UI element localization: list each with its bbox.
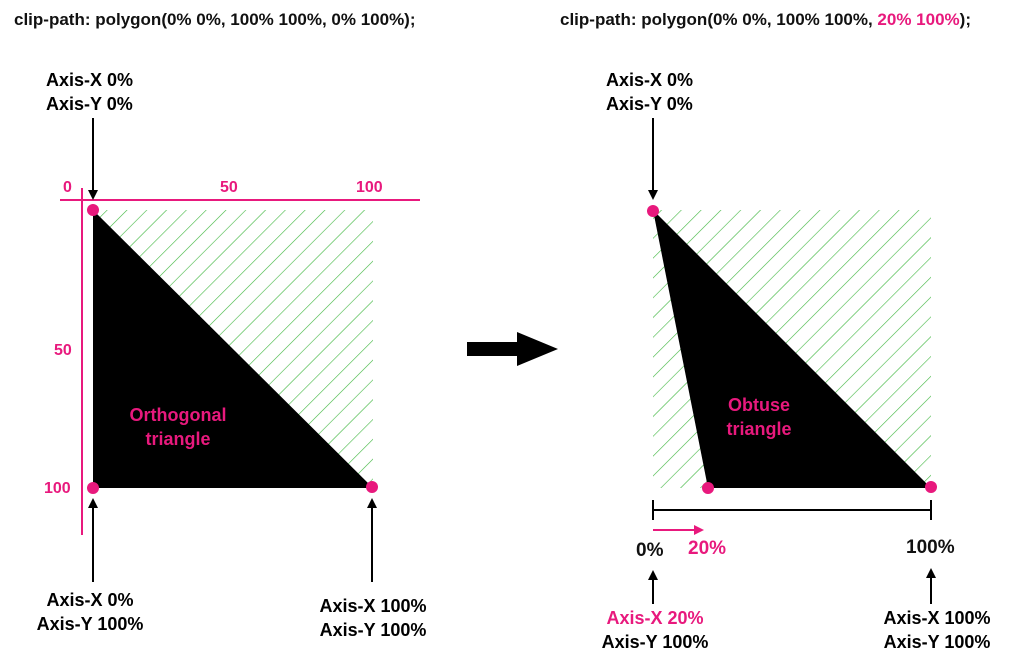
right-shape-label-line2: triangle — [726, 419, 792, 439]
right-bottom-right-vertex-label: Axis-X 100% Axis-Y 100% — [862, 606, 1012, 654]
right-shape-label-line1: Obtuse — [727, 395, 790, 415]
left-top-axis-y: Axis-Y 0% — [46, 94, 133, 114]
right-code-highlight: 20% 100% — [877, 10, 960, 29]
left-bottom-right-vertex-label: Axis-X 100% Axis-Y 100% — [298, 594, 448, 642]
left-ruler-x-0: 0 — [63, 179, 72, 196]
left-shape-label-line1: Orthogonal — [129, 405, 227, 425]
right-scale-start-label: 0% — [636, 540, 664, 561]
right-shape-label: Obtuse triangle — [709, 393, 809, 441]
right-bottom-left-vertex-label: Axis-X 20% Axis-Y 100% — [580, 606, 730, 654]
right-scale-end-label: 100% — [906, 537, 955, 558]
right-code-suffix: ); — [959, 10, 971, 29]
right-br-axis-x: Axis-X 100% — [883, 608, 991, 628]
left-bl-axis-y: Axis-Y 100% — [36, 614, 144, 634]
right-scale-shift-label: 20% — [688, 538, 727, 559]
left-top-axis-x: Axis-X 0% — [46, 70, 134, 90]
left-vertex-bottom-right-dot — [366, 481, 378, 493]
left-shape-label: Orthogonal triangle — [118, 403, 238, 451]
left-vertex-top-dot — [87, 204, 99, 216]
right-top-axis-y: Axis-Y 0% — [606, 94, 693, 114]
left-br-axis-y: Axis-Y 100% — [319, 620, 427, 640]
left-top-vertex-label: Axis-X 0% Axis-Y 0% — [46, 68, 133, 116]
right-br-axis-y: Axis-Y 100% — [883, 632, 991, 652]
right-top-axis-x: Axis-X 0% — [606, 70, 694, 90]
left-orthogonal-triangle — [93, 210, 373, 488]
left-code-caption: clip-path: polygon(0% 0%, 100% 100%, 0% … — [14, 10, 416, 30]
left-bl-axis-x: Axis-X 0% — [46, 590, 134, 610]
right-vertex-bottom-left-dot — [702, 482, 714, 494]
transition-arrow-head — [517, 332, 558, 366]
left-br-axis-x: Axis-X 100% — [319, 596, 427, 616]
left-ruler-y-100: 100 — [44, 480, 71, 497]
left-ruler-x-100: 100 — [356, 179, 383, 196]
right-obtuse-triangle — [653, 210, 931, 488]
right-bl-axis-y: Axis-Y 100% — [601, 632, 709, 652]
left-vertex-bottom-left-dot — [87, 482, 99, 494]
right-code-text: clip-path: polygon(0% 0%, 100% 100%, — [560, 10, 878, 29]
left-ruler-x-50: 50 — [220, 179, 238, 196]
right-vertex-top-dot — [647, 205, 659, 217]
left-ruler-y-50: 50 — [54, 342, 72, 359]
right-code-caption: clip-path: polygon(0% 0%, 100% 100%, 20%… — [560, 10, 971, 30]
transition-arrow-shaft — [467, 342, 519, 356]
right-top-vertex-label: Axis-X 0% Axis-Y 0% — [606, 68, 693, 116]
right-bl-axis-x: Axis-X 20% — [606, 608, 704, 628]
right-vertex-bottom-right-dot — [925, 481, 937, 493]
left-code-text: clip-path: polygon(0% 0%, 100% 100%, 0% … — [14, 10, 416, 29]
left-shape-label-line2: triangle — [145, 429, 211, 449]
left-bottom-left-vertex-label: Axis-X 0% Axis-Y 100% — [20, 588, 160, 636]
